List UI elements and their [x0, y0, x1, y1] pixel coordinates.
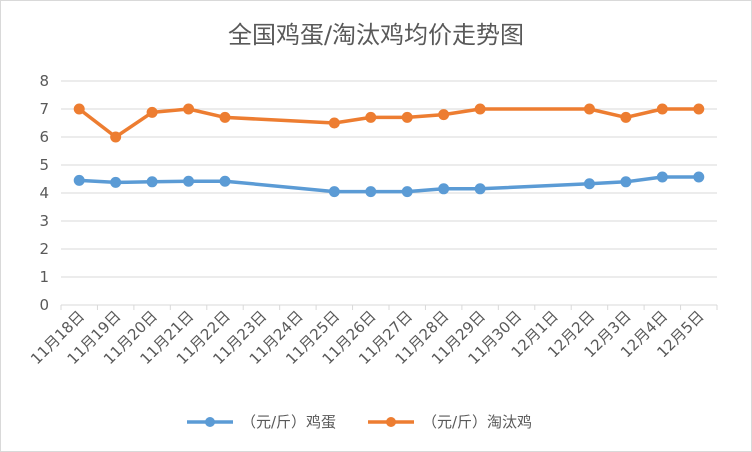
series-1-point: [401, 186, 413, 198]
legend-label-2: （元/斤）淘汰鸡: [422, 413, 532, 431]
series-1-point: [474, 183, 486, 195]
series-2-point: [693, 103, 705, 115]
series-1-point: [146, 176, 158, 188]
series-1-point: [620, 176, 632, 188]
series-2-point: [401, 111, 413, 123]
series-2-point: [365, 111, 377, 123]
legend-marker-2: [386, 417, 396, 427]
legend-label-1: （元/斤）鸡蛋: [241, 413, 336, 431]
y-tick-label: 4: [39, 184, 49, 202]
series-line-2: [78, 107, 699, 139]
series-1-point: [438, 183, 450, 195]
series-2-point: [146, 106, 158, 118]
y-tick-label: 0: [39, 296, 49, 314]
chart-title: 全国鸡蛋/淘汰鸡均价走势图: [227, 21, 525, 49]
series-1-point: [183, 175, 195, 187]
series-2-point: [110, 131, 122, 143]
series-2-point: [474, 103, 486, 115]
series-1-point: [219, 175, 231, 187]
series-1-point: [328, 186, 340, 198]
series-1-point: [110, 176, 122, 188]
series-line-1: [79, 175, 699, 194]
series-1-point: [365, 186, 377, 198]
series-1-point: [583, 178, 595, 190]
series-2-point: [183, 103, 195, 115]
legend-marker-1: [205, 417, 215, 427]
series-2-point: [219, 111, 231, 123]
series-2-point: [73, 103, 85, 115]
series-2-point: [438, 109, 450, 121]
y-tick-label: 3: [39, 212, 49, 230]
y-tick-label: 8: [39, 72, 49, 90]
y-tick-label: 6: [39, 128, 49, 146]
series-2-point: [620, 111, 632, 123]
series-2-point: [656, 103, 668, 115]
y-tick-label: 1: [39, 268, 49, 286]
series-2-point: [583, 103, 595, 115]
series-1-point: [693, 171, 705, 183]
y-tick-label: 7: [39, 100, 49, 118]
series-1-point: [73, 174, 85, 186]
series-2-point: [328, 117, 340, 129]
series-1-point: [656, 171, 668, 183]
y-tick-label: 2: [39, 240, 49, 258]
y-tick-label: 5: [39, 156, 49, 174]
